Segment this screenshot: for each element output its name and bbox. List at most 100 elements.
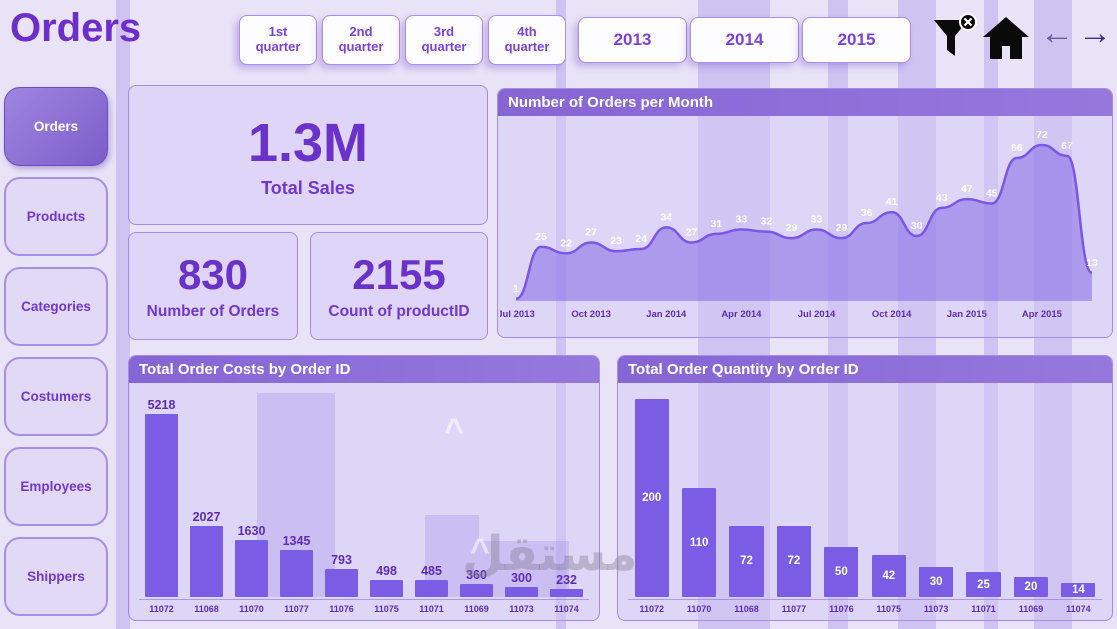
bar-column[interactable]: 72	[770, 387, 817, 597]
background-stripe	[828, 0, 848, 629]
order-quantity-chart[interactable]: 200 110 72 72 50 42 30 25 20 14 11072 11070 11068 11…	[628, 387, 1102, 616]
bar-column[interactable]: 232	[544, 387, 589, 597]
bar-column[interactable]: 793	[319, 387, 364, 597]
bar[interactable]	[415, 580, 448, 597]
back-arrow-icon[interactable]: ←	[1040, 14, 1074, 52]
sidebar-item-categories[interactable]: Categories	[4, 267, 108, 346]
bar-value-label: 232	[556, 572, 577, 587]
year-filter-2014[interactable]: 2014	[690, 17, 799, 63]
bar-column[interactable]: 110	[675, 387, 722, 597]
bar[interactable]: 20	[1013, 577, 1049, 597]
bar-value-label: 30	[929, 576, 943, 589]
home-icon[interactable]	[980, 12, 1032, 69]
bar-value-label: 793	[331, 553, 352, 568]
page-title: Orders	[10, 6, 142, 50]
quarter-filter-1[interactable]: 1st quarter	[239, 15, 317, 65]
bar-column[interactable]: 72	[723, 387, 770, 597]
svg-text:36: 36	[861, 207, 873, 219]
bar-column[interactable]: 1345	[274, 387, 319, 597]
sidebar-item-orders[interactable]: Orders	[4, 87, 108, 166]
kpi-product-count[interactable]: 2155 Count of productID	[310, 232, 488, 340]
forward-arrow-icon[interactable]: →	[1078, 14, 1112, 52]
category-label: 11076	[329, 604, 354, 614]
bar-column[interactable]: 360	[454, 387, 499, 597]
kpi-total-sales[interactable]: 1.3M Total Sales	[128, 85, 488, 225]
order-costs-chart[interactable]: 5218 2027 1630 1345 793 498 485 360 300 232 11072…	[139, 387, 589, 616]
bar[interactable]	[325, 569, 358, 597]
bar-column[interactable]: 1630	[229, 387, 274, 597]
svg-text:30: 30	[911, 220, 923, 232]
bar[interactable]: 25	[966, 572, 1001, 597]
bar[interactable]	[460, 584, 493, 597]
bar[interactable]	[235, 539, 268, 597]
bar[interactable]: 72	[729, 525, 764, 597]
bar-column[interactable]: 200	[628, 387, 675, 597]
orders-per-month-chart[interactable]: 1 25 22 27 23 24 34 27 31 33 32 29 33 29 36 41 30 43 47 45 6…	[500, 116, 1112, 337]
bar-column[interactable]: 25	[960, 387, 1007, 597]
svg-text:41: 41	[886, 196, 898, 208]
bar-column[interactable]: 2027	[184, 387, 229, 597]
svg-text:67: 67	[1061, 140, 1073, 152]
bar[interactable]: 50	[824, 547, 859, 597]
filter-clear-icon[interactable]	[930, 12, 978, 69]
bar-column[interactable]: 42	[865, 387, 912, 597]
bar-column[interactable]: 300	[499, 387, 544, 597]
svg-text:29: 29	[786, 222, 798, 234]
bar-column[interactable]: 20	[1007, 387, 1054, 597]
chart-title: Total Order Costs by Order ID	[129, 356, 599, 383]
year-filter-2013[interactable]: 2013	[578, 17, 687, 63]
bar[interactable]	[280, 549, 313, 597]
bar[interactable]: 30	[919, 567, 954, 597]
category-label: 11074	[554, 604, 579, 614]
background-stripe	[984, 0, 998, 629]
svg-text:1: 1	[513, 283, 519, 295]
svg-text:Jan 2014: Jan 2014	[646, 309, 687, 320]
quarter-filter-2[interactable]: 2nd quarter	[322, 15, 400, 65]
category-label: 11070	[686, 604, 712, 614]
bar[interactable]: 14	[1061, 583, 1096, 597]
sidebar-item-shippers[interactable]: Shippers	[4, 537, 108, 616]
bar[interactable]: 110	[682, 488, 717, 597]
chart-title: Number of Orders per Month	[498, 89, 1112, 116]
bar-column[interactable]: 498	[364, 387, 409, 597]
bar-value-label: 72	[740, 555, 753, 568]
svg-text:33: 33	[811, 214, 823, 226]
watermark: مستقل	[462, 526, 638, 582]
bar-column[interactable]: 14	[1055, 387, 1102, 597]
quarter-filter-4[interactable]: 4th quarter	[488, 15, 566, 65]
svg-text:27: 27	[685, 227, 697, 239]
sidebar-item-employees[interactable]: Employees	[4, 447, 108, 526]
svg-text:Oct 2013: Oct 2013	[571, 309, 611, 320]
bar-column[interactable]: 5218	[139, 387, 184, 597]
bar-column[interactable]: 30	[912, 387, 959, 597]
bar[interactable]	[370, 579, 403, 597]
kpi-label: Total Sales	[261, 177, 355, 198]
sidebar-item-costumers[interactable]: Costumers	[4, 357, 108, 436]
bar[interactable]: 42	[871, 555, 906, 597]
svg-text:29: 29	[836, 222, 848, 234]
svg-text:Oct 2014: Oct 2014	[872, 309, 912, 320]
bar[interactable]	[145, 414, 178, 597]
category-label: 11077	[781, 604, 807, 614]
bar-value-label: 1345	[282, 533, 311, 548]
category-label: 11072	[639, 604, 664, 614]
bar-value-label: 498	[376, 563, 397, 578]
kpi-number-of-orders[interactable]: 830 Number of Orders	[128, 232, 298, 340]
bar[interactable]: 200	[634, 398, 669, 597]
bar-value-label: 14	[1071, 584, 1085, 597]
bar[interactable]	[505, 586, 538, 597]
bar-column[interactable]: 50	[818, 387, 865, 597]
sidebar-item-products[interactable]: Products	[4, 177, 108, 256]
kpi-value: 1.3M	[247, 112, 369, 173]
bar[interactable]: 72	[776, 525, 811, 597]
year-filter-2015[interactable]: 2015	[802, 17, 911, 63]
svg-text:25: 25	[535, 231, 547, 243]
bar[interactable]	[190, 526, 223, 597]
bar-value-label: 300	[511, 570, 532, 585]
bar-column[interactable]: 485	[409, 387, 454, 597]
bar-value-label: 42	[882, 570, 896, 583]
order-costs-chart-card: Total Order Costs by Order ID 5218 2027 16…	[128, 355, 600, 621]
quarter-filter-3[interactable]: 3rd quarter	[405, 15, 483, 65]
bar[interactable]	[550, 588, 583, 597]
svg-text:27: 27	[585, 227, 597, 239]
